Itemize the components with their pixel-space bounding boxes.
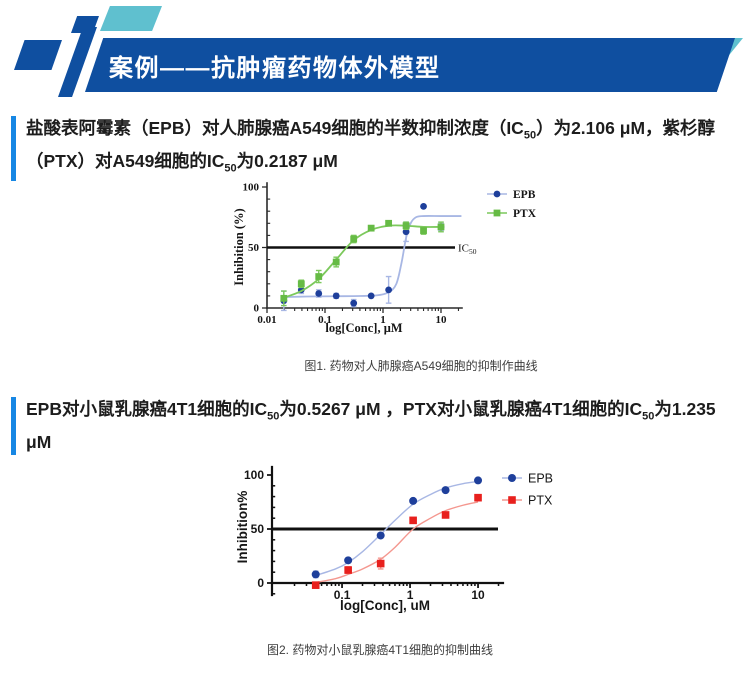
- legend-item-epb: EPB: [487, 189, 536, 201]
- svg-text:50: 50: [251, 522, 265, 536]
- svg-text:EPB: EPB: [513, 189, 536, 201]
- paragraph-a549-text: 盐酸表阿霉素（EPB）对人肺腺癌A549细胞的半数抑制浓度（IC50）为2.10…: [26, 118, 716, 174]
- data-point: [280, 294, 288, 302]
- svg-text:100: 100: [244, 468, 264, 482]
- legend-item-ptx: PTX: [502, 493, 553, 507]
- axes: [270, 465, 505, 597]
- figure-2-caption: 图2. 药物对小鼠乳腺癌4T1细胞的抑制曲线: [266, 643, 494, 657]
- series-epb: [311, 476, 483, 579]
- data-point: [311, 581, 320, 589]
- legend-item-ptx: PTX: [487, 208, 537, 220]
- data-point: [350, 235, 358, 243]
- data-point: [332, 258, 340, 266]
- data-point: [376, 531, 385, 540]
- page-title: 案例——抗肿瘤药物体外模型: [109, 54, 441, 82]
- figure-a549: 0 50 100 0.01 0.1 1 10 IC50 EPB PTX log[Conc], μM I…: [230, 176, 550, 348]
- svg-text:PTX: PTX: [528, 493, 553, 507]
- x-axis-title: log[Conc], μM: [325, 321, 402, 335]
- svg-text:50: 50: [248, 242, 260, 254]
- data-point: [441, 511, 450, 519]
- svg-text:EPB: EPB: [528, 471, 553, 485]
- svg-text:1: 1: [407, 588, 414, 602]
- paragraph-a549-ic50: 盐酸表阿霉素（EPB）对人肺腺癌A549细胞的半数抑制浓度（IC50）为2.10…: [11, 116, 743, 181]
- data-point: [367, 224, 375, 232]
- dose-response-chart-4t1: 0 50 100 0.1 1 10 EPB PTX log[Conc], uM Inhibitio…: [235, 465, 553, 613]
- series-ptx: [311, 493, 482, 589]
- svg-text:100: 100: [243, 182, 260, 194]
- paragraph-4t1-text: EPB对小鼠乳腺癌4T1细胞的IC50为0.5267 μM ，PTX对小鼠乳腺癌…: [26, 399, 716, 452]
- fit-curve-ptx: [312, 501, 479, 584]
- data-point: [344, 566, 352, 574]
- svg-text:10: 10: [471, 588, 485, 602]
- svg-text:0: 0: [257, 576, 264, 590]
- dose-response-chart-a549: 0 50 100 0.01 0.1 1 10 IC50 EPB PTX log[Conc], μM I…: [232, 182, 537, 335]
- paragraph-accent-bar: [11, 116, 16, 181]
- data-point: [441, 486, 450, 495]
- svg-text:0: 0: [254, 303, 260, 315]
- data-point: [315, 290, 323, 297]
- data-point: [402, 228, 410, 236]
- data-point: [297, 280, 305, 288]
- data-point: [367, 292, 375, 300]
- decorative-parallelogram-small: [71, 16, 99, 33]
- data-point: [474, 493, 482, 502]
- data-point: [420, 202, 427, 210]
- figure-1-caption: 图1. 药物对人肺腺癌A549细胞的抑制作曲线: [304, 359, 538, 373]
- fit-curve-epb: [312, 480, 479, 578]
- data-point: [311, 570, 320, 579]
- data-point: [350, 299, 358, 307]
- decorative-parallelogram-left: [14, 40, 62, 70]
- y-axis-title: Inhibition%: [235, 491, 250, 564]
- data-point: [409, 516, 417, 525]
- fit-curve-ptx: [281, 224, 442, 300]
- data-point: [344, 556, 353, 565]
- paragraph-accent-bar: [11, 397, 16, 455]
- data-point: [376, 559, 385, 568]
- decorative-parallelogram-teal: [100, 6, 162, 31]
- svg-text:0.1: 0.1: [334, 588, 351, 602]
- axis-ticks: [267, 474, 500, 595]
- data-point: [315, 273, 323, 280]
- data-point: [385, 286, 393, 294]
- data-point: [420, 227, 427, 234]
- tick-labels: 0 50 100 0.1 1 10: [244, 468, 485, 602]
- data-point: [385, 219, 393, 227]
- title-banner: 案例——抗肿瘤药物体外模型: [85, 38, 735, 92]
- data-point: [409, 496, 418, 505]
- ic50-line-label: IC50: [458, 243, 477, 257]
- svg-text:0.1: 0.1: [318, 314, 332, 326]
- data-point: [332, 292, 340, 300]
- data-point: [437, 223, 445, 231]
- series-epb: [280, 202, 462, 312]
- axis-ticks: [262, 186, 460, 313]
- svg-text:10: 10: [436, 314, 448, 326]
- axes: [266, 182, 463, 309]
- svg-text:0.01: 0.01: [257, 314, 276, 326]
- y-axis-title: Inhibition (%): [232, 208, 246, 285]
- tick-labels: 0 50 100 0.01 0.1 1 10: [243, 182, 448, 326]
- legend-item-epb: EPB: [502, 471, 553, 485]
- svg-text:1: 1: [380, 314, 386, 326]
- figure-4t1: 0 50 100 0.1 1 10 EPB PTX log[Conc], uM Inhibitio…: [235, 453, 565, 630]
- data-point: [402, 222, 410, 230]
- series-ptx: [280, 219, 445, 307]
- data-point: [474, 476, 483, 485]
- x-axis-title: log[Conc], uM: [340, 598, 430, 613]
- paragraph-4t1-ic50: EPB对小鼠乳腺癌4T1细胞的IC50为0.5267 μM ，PTX对小鼠乳腺癌…: [11, 397, 743, 455]
- svg-text:PTX: PTX: [513, 208, 537, 220]
